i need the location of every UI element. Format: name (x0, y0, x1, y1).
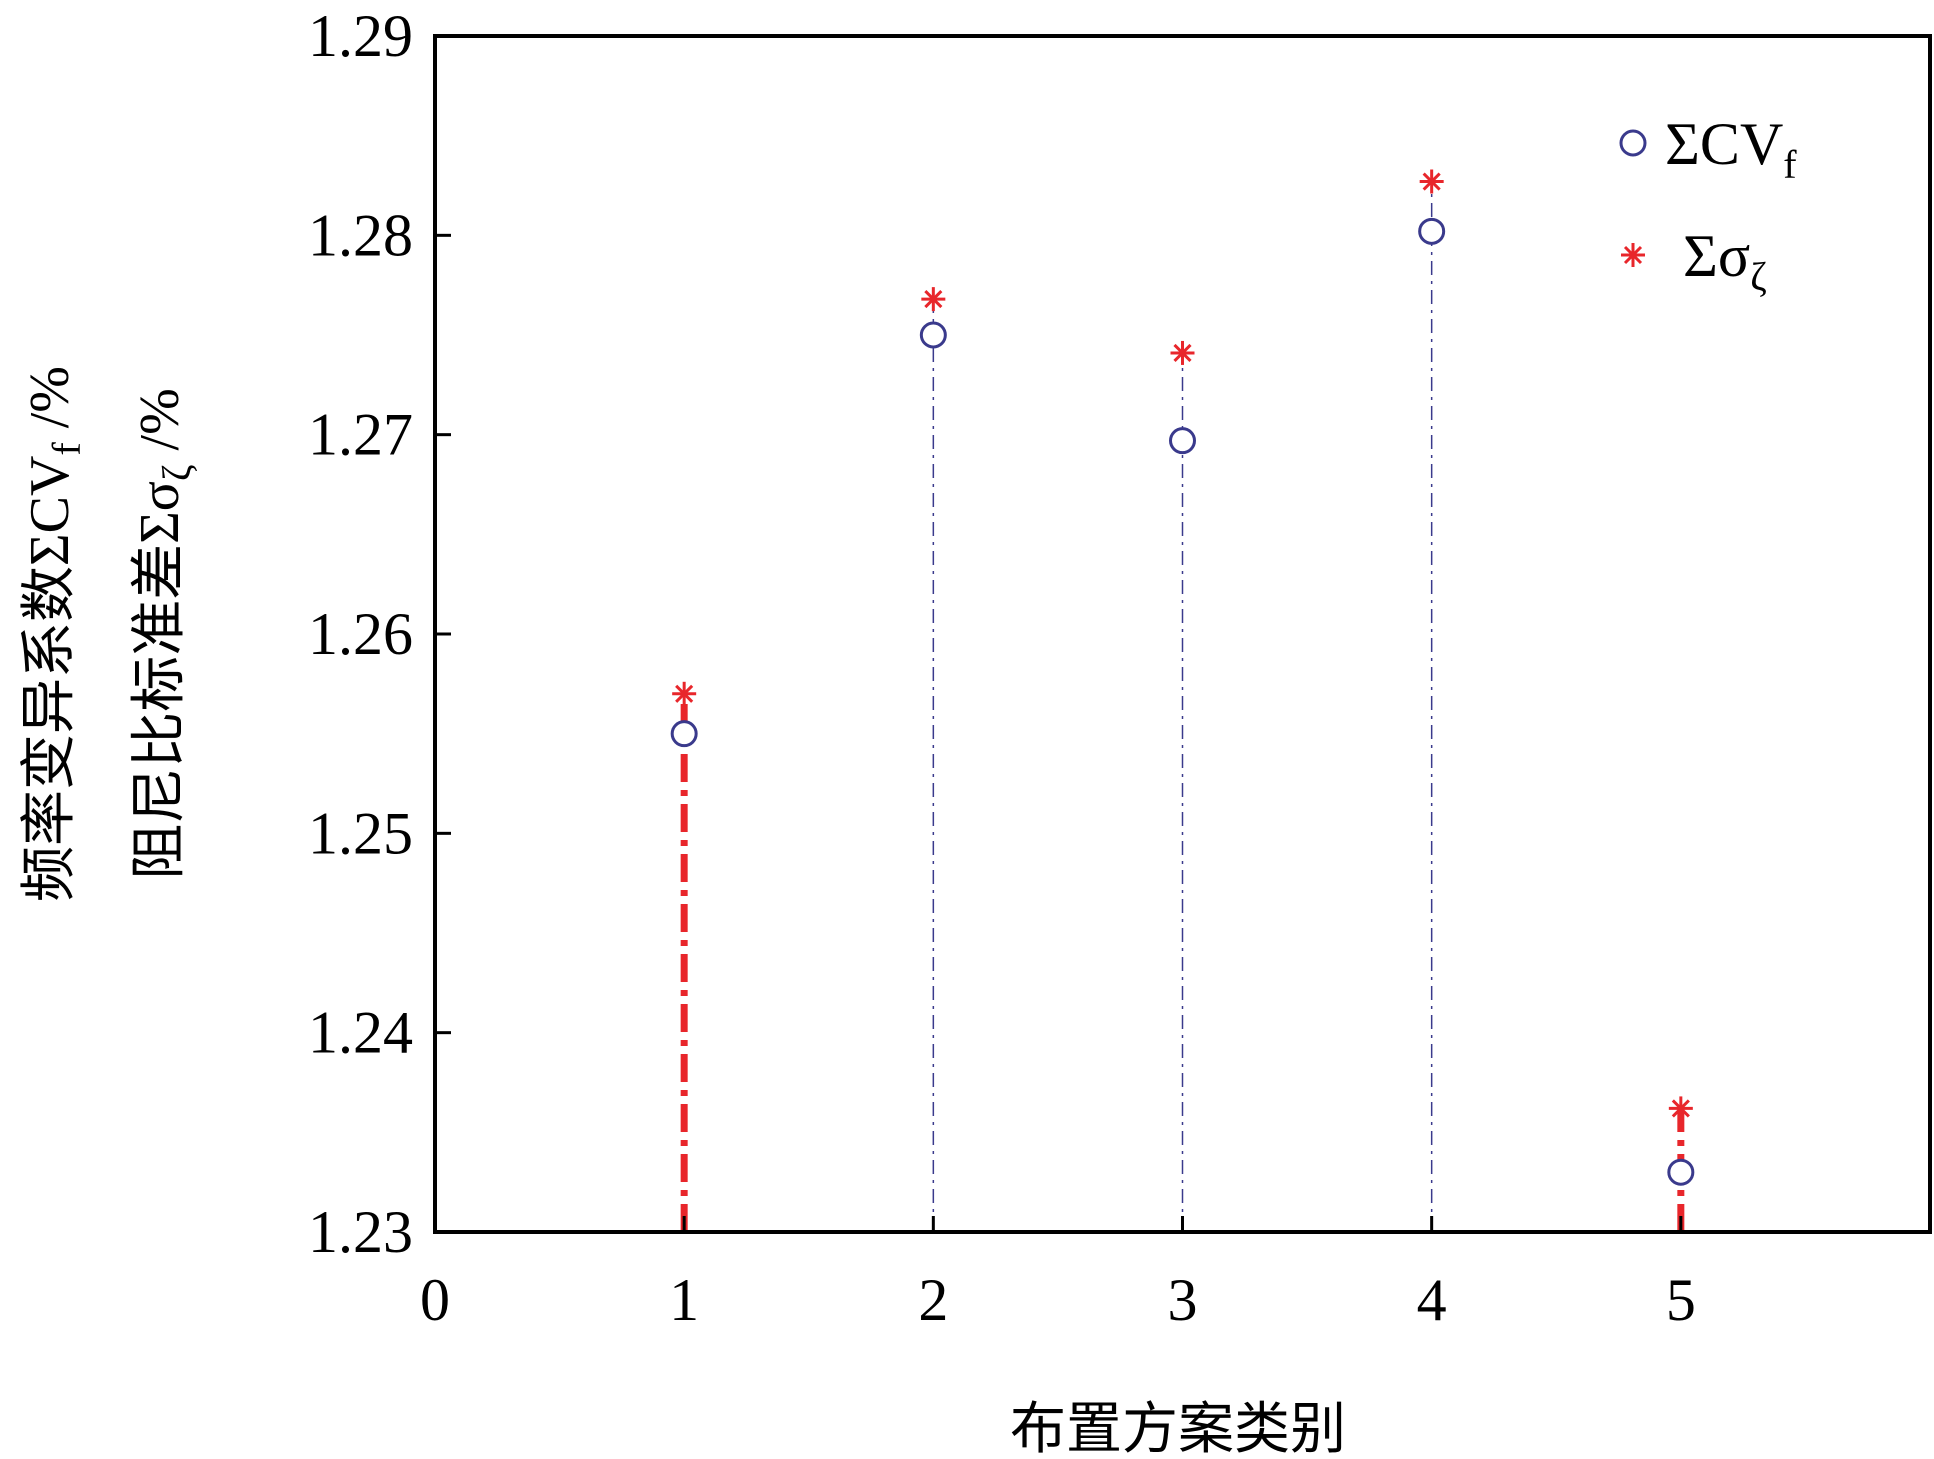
y-axis-label-line2-main: 阻尼比标准差Σσ (129, 481, 191, 880)
cv-point (1667, 1158, 1695, 1186)
y-axis-label-line2-unit: /% (129, 388, 191, 464)
x-tick-label: 3 (1168, 1267, 1198, 1333)
cv-point (1169, 427, 1196, 455)
sigma-point (1419, 169, 1444, 194)
y-tick-label: 1.24 (308, 1000, 413, 1066)
legend-asterisk-marker (1621, 243, 1645, 267)
sigma-point-d2 (1173, 343, 1192, 363)
legend-label-cv: ΣCVf (1665, 111, 1797, 187)
y-axis-label-line1-main: 频率变异系数ΣCV (19, 456, 81, 902)
legend-label-sigma: Σσζ (1683, 223, 1767, 299)
y-tick-label: 1.26 (308, 601, 413, 667)
sigma-point (1668, 1096, 1693, 1121)
x-axis-ticks: 0 1 2 3 4 5 (420, 1216, 1696, 1333)
y-tick-label: 1.23 (308, 1199, 413, 1265)
cv-point (670, 720, 698, 748)
legend-label-sigma-sub: ζ (1750, 254, 1767, 299)
x-tick-label: 2 (918, 1267, 948, 1333)
y-tick-label: 1.25 (308, 800, 413, 866)
legend-label-cv-main: ΣCV (1665, 111, 1783, 177)
cv-point (1418, 217, 1446, 245)
x-tick-label: 4 (1417, 1267, 1447, 1333)
legend-circle-marker (1619, 129, 1647, 157)
x-tick-label: 1 (669, 1267, 699, 1333)
legend: ΣCVf Σσζ (1619, 111, 1797, 299)
legend-label-cv-sub: f (1783, 142, 1797, 187)
y-axis-label-line2-sub: ζ (154, 464, 199, 481)
cv-point (919, 321, 947, 349)
y-axis-label-line1: 频率变异系数ΣCVf /% (19, 366, 89, 902)
sigma-point-d2 (675, 684, 694, 703)
x-tick-label: 5 (1666, 1267, 1696, 1333)
y-axis-label-line1-unit: /% (19, 366, 81, 442)
y-tick-label: 1.28 (308, 202, 413, 268)
y-axis-ticks: 1.23 1.24 1.25 1.26 1.27 1.28 1.29 (308, 3, 451, 1265)
sigma-point-d2 (924, 290, 943, 309)
x-tick-label: 0 (420, 1267, 450, 1333)
y-tick-label: 1.29 (308, 3, 413, 69)
markers-layer (670, 169, 1695, 1186)
sigma-point-d2 (1422, 172, 1441, 191)
stems-layer (680, 181, 1685, 1232)
sigma-point-d2 (1671, 1099, 1690, 1118)
x-axis-label: 布置方案类别 (1010, 1399, 1346, 1459)
y-axis-label-line2: 阻尼比标准差Σσζ /% (129, 388, 199, 880)
sigma-point (672, 681, 697, 706)
legend-label-sigma-main: Σσ (1683, 223, 1750, 289)
sigma-point (921, 287, 946, 312)
sigma-point (1170, 340, 1195, 365)
y-axis-label-line1-sub: f (44, 442, 89, 456)
y-tick-label: 1.27 (308, 402, 413, 468)
